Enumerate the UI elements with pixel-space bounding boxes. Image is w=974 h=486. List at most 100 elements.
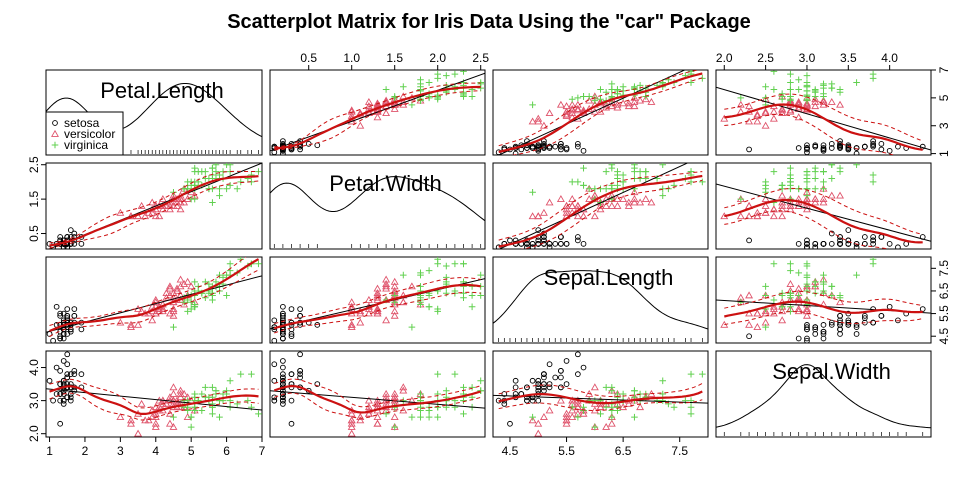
point-setosa [558,141,564,147]
point-versicolor [407,282,416,290]
point-virginica [191,195,199,203]
point-setosa [71,367,78,374]
point-virginica [184,178,191,186]
point-versicolor [373,113,382,121]
point-virginica [811,185,819,193]
tick-label: 1.0 [343,51,360,65]
point-versicolor [778,307,787,315]
point-versicolor [761,195,770,202]
point-virginica [811,93,819,100]
tick-label: 5 [937,94,951,101]
point-setosa [845,146,852,153]
point-versicolor [180,389,189,397]
tick-label: 7.5 [671,444,688,458]
point-virginica [443,289,450,297]
legend-label-virginica: virginica [64,138,108,152]
point-versicolor [619,195,628,202]
panel-Sepal.Width-vs-Sepal.Width: Sepal.Width [715,350,932,438]
point-virginica [585,93,593,100]
point-versicolor [562,111,571,119]
point-versicolor [158,307,167,315]
point-virginica [202,168,209,175]
point-setosa [820,331,827,337]
smoother-lower-band [724,311,923,326]
point-virginica [417,271,424,279]
point-virginica [820,271,827,279]
regression-line [497,70,686,155]
point-versicolor [407,396,416,404]
point-setosa [297,146,303,153]
panel-content [270,70,485,155]
point-setosa [535,397,542,404]
density-curve [46,83,262,138]
point-setosa [314,322,321,328]
point-setosa [828,145,835,151]
point-virginica [787,70,794,78]
point-versicolor [534,212,543,220]
tick-label: 5.5 [937,305,951,322]
point-versicolor [636,403,645,411]
point-setosa [280,358,286,364]
point-virginica [529,413,536,421]
smoother-lower-band [49,269,259,337]
point-versicolor [151,422,160,430]
point-setosa [64,374,71,381]
point-versicolor [602,195,611,202]
point-setosa [64,351,71,358]
point-setosa [795,145,802,151]
point-versicolor [630,102,639,110]
point-versicolor [556,396,565,404]
point-versicolor [630,188,639,196]
point-versicolor [761,121,770,129]
point-versicolor [619,99,628,107]
point-virginica [642,168,650,175]
point-virginica [811,168,819,175]
point-setosa [558,240,564,247]
tick-label: 3.0 [27,392,41,409]
point-versicolor [173,284,181,292]
point-setosa [828,322,835,328]
point-setosa [804,237,810,244]
point-virginica [233,185,241,193]
point-versicolor [373,413,382,421]
point-setosa [507,237,513,244]
point-setosa [541,374,547,381]
point-setosa [580,147,587,154]
point-setosa [60,397,67,404]
point-versicolor [390,282,399,290]
smoother-lower-band [274,90,481,151]
point-versicolor [827,191,836,199]
smoother-upper-band [498,171,703,241]
point-versicolor [399,383,408,391]
point-virginica [762,182,769,189]
point-setosa [271,326,278,333]
point-versicolor [539,208,548,216]
point-virginica [642,175,650,182]
tick-label: 4.5 [937,328,951,345]
point-setosa [524,240,530,247]
point-versicolor [151,295,160,303]
tick-label: 5 [188,444,195,458]
point-setosa [280,381,286,387]
point-setosa [541,237,547,244]
point-virginica [574,413,582,421]
point-versicolor [745,212,754,220]
point-versicolor [624,102,633,110]
point-setosa [870,142,876,149]
point-setosa [60,401,67,407]
point-virginica [391,93,398,100]
point-versicolor [347,298,356,306]
point-versicolor [802,195,811,202]
point-versicolor [373,309,382,317]
point-virginica [659,163,667,169]
point-versicolor [176,386,185,394]
point-versicolor [364,295,373,303]
point-setosa [78,240,85,247]
point-versicolor [155,212,164,220]
point-setosa [861,315,868,321]
point-versicolor [753,110,762,118]
point-versicolor [602,422,611,430]
point-setosa [804,244,810,249]
point-versicolor [720,114,729,122]
point-versicolor [573,399,582,407]
